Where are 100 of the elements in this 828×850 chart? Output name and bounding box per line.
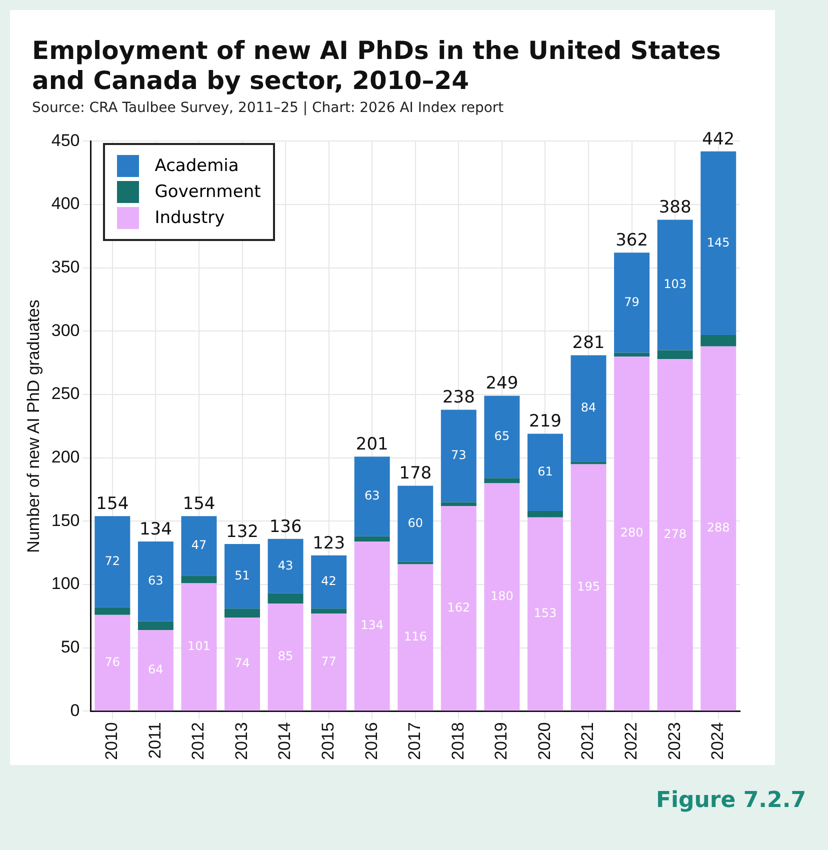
- bar: [354, 536, 390, 542]
- total-label: 442: [702, 129, 735, 150]
- x-tick-label: 2018: [448, 722, 468, 760]
- data-label: 60: [408, 516, 424, 530]
- data-label: 145: [706, 235, 730, 250]
- total-label: 388: [658, 198, 692, 218]
- data-label: 47: [191, 538, 207, 552]
- bar: [527, 517, 563, 711]
- data-label: 79: [624, 294, 640, 309]
- data-label: 103: [664, 277, 687, 292]
- y-tick-label: 150: [51, 510, 80, 530]
- y-tick-label: 0: [70, 700, 80, 720]
- bar: [398, 564, 434, 711]
- bar: [311, 614, 347, 711]
- data-label: 77: [321, 654, 336, 668]
- y-tick-label: 450: [51, 130, 80, 150]
- caption: Figure 7.2.7: [656, 788, 806, 813]
- bar: [657, 359, 693, 711]
- data-label: 74: [234, 656, 250, 670]
- data-label: 280: [620, 526, 644, 540]
- data-label: 51: [234, 568, 250, 582]
- data-label: 73: [451, 448, 466, 462]
- x-tick-label: 2014: [275, 722, 294, 760]
- bar: [440, 502, 476, 506]
- legend-label: Government: [154, 182, 261, 202]
- bar: [700, 346, 736, 711]
- bar: [484, 478, 520, 484]
- bar: [181, 516, 217, 576]
- bar: [354, 541, 390, 711]
- bar: [614, 352, 650, 357]
- x-tick-label: 2010: [102, 722, 122, 760]
- total-label: 281: [572, 333, 605, 354]
- x-tick-label: 2022: [621, 722, 640, 760]
- data-label: 195: [577, 580, 600, 594]
- bar: [138, 621, 174, 630]
- bar: [657, 220, 693, 350]
- data-label: 85: [278, 649, 294, 664]
- total-label: 238: [442, 388, 475, 408]
- total-label: 219: [529, 412, 562, 432]
- legend-label: Academia: [154, 156, 239, 176]
- bar: [527, 434, 563, 512]
- total-label: 362: [616, 230, 648, 251]
- y-tick-label: 50: [60, 638, 80, 657]
- bar: [354, 456, 390, 536]
- x-tick-label: 2016: [362, 722, 381, 760]
- data-label: 116: [404, 630, 427, 644]
- total-label: 123: [312, 533, 346, 554]
- bar: [398, 486, 434, 562]
- bar: [398, 562, 434, 564]
- data-label: 134: [360, 618, 384, 632]
- x-tick-label: 2021: [578, 722, 598, 760]
- data-label: 180: [490, 589, 514, 604]
- total-label: 132: [226, 522, 258, 542]
- bar: [614, 356, 650, 711]
- data-label: 84: [580, 400, 596, 415]
- data-label: 65: [494, 429, 510, 444]
- data-label: 61: [538, 464, 553, 479]
- data-label: 63: [364, 488, 380, 503]
- total-label: 134: [139, 519, 172, 540]
- y-tick-label: 200: [51, 448, 80, 467]
- data-label: 101: [188, 639, 210, 654]
- bar: [311, 608, 347, 614]
- total-label: 136: [269, 516, 302, 537]
- bar: [657, 350, 693, 360]
- data-label: 64: [148, 662, 164, 677]
- bar: [570, 462, 606, 464]
- bar: [138, 541, 174, 622]
- data-label: 153: [534, 606, 557, 620]
- x-tick-label: 2011: [145, 722, 164, 759]
- data-label: 162: [447, 600, 470, 614]
- x-tick-label: 2019: [492, 722, 511, 760]
- bar: [570, 464, 606, 711]
- x-tick-label: 2020: [534, 722, 554, 760]
- y-tick-label: 250: [51, 384, 80, 404]
- bar: [224, 617, 260, 711]
- bar: [268, 593, 304, 604]
- data-label: 42: [321, 574, 336, 588]
- bar: [268, 538, 304, 594]
- bar: [311, 555, 347, 609]
- bar: [484, 396, 520, 478]
- bar: [700, 151, 736, 335]
- total-label: 178: [399, 464, 432, 484]
- x-tick-label: 2015: [318, 722, 338, 760]
- data-label: 278: [664, 526, 687, 541]
- chart-title: Employment of new AI PhDs in the United States and Canada by sector, 2010–24: [32, 36, 722, 96]
- bar: [570, 355, 606, 462]
- data-label: 43: [278, 558, 294, 572]
- x-tick-label: 2012: [188, 722, 208, 760]
- bar: [224, 544, 260, 609]
- bar: [700, 334, 736, 346]
- total-label: 154: [182, 494, 216, 514]
- y-tick-label: 300: [51, 320, 80, 340]
- bar: [268, 604, 304, 711]
- bar: [138, 630, 174, 711]
- bar: [440, 410, 476, 502]
- data-label: 72: [104, 554, 120, 568]
- data-label: 288: [706, 520, 730, 535]
- data-label: 76: [104, 654, 120, 669]
- bar: [614, 252, 650, 353]
- total-label: 249: [486, 374, 518, 394]
